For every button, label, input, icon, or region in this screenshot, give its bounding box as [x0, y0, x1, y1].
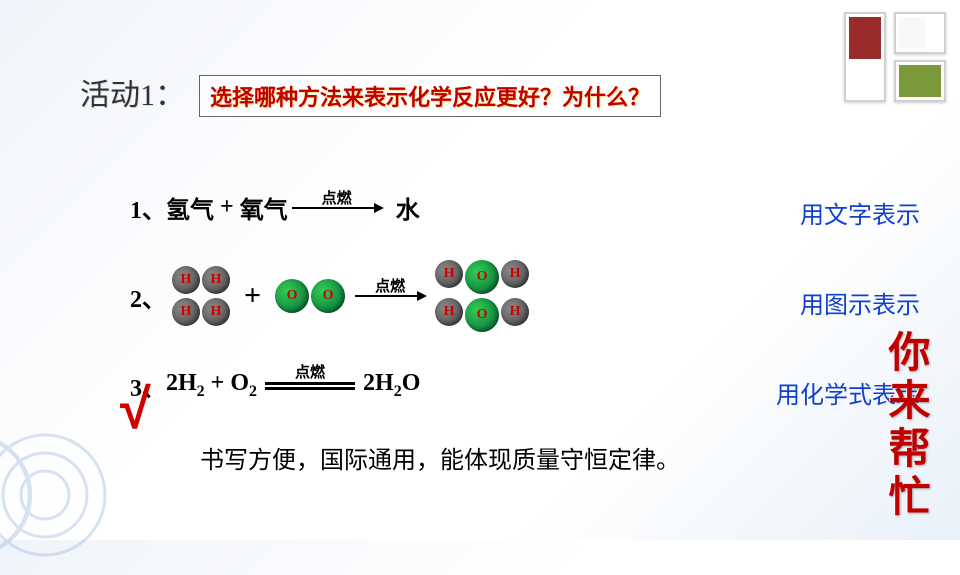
row1-reactant-b: 氧气 [240, 190, 288, 225]
h-atom: H [435, 260, 463, 288]
h-atom: H [501, 298, 529, 326]
explanation-text: 书写方便，国际通用，能体现质量守恒定律。 [200, 440, 680, 475]
row1-number: 1、 [130, 190, 166, 225]
row1-product: 水 [396, 190, 420, 225]
row2-number: 2、 [130, 279, 166, 314]
h-atom: H [172, 298, 200, 326]
photo-frame-green [894, 60, 946, 102]
row1-arrow: 点燃 [292, 207, 382, 209]
row2-plus: + [244, 279, 261, 313]
h-atom: H [435, 298, 463, 326]
row3-condition: 点燃 [265, 361, 355, 382]
corner-photos [844, 12, 946, 102]
title-row: 活动1： 选择哪种方法来表示化学反应更好？为什么？ [80, 70, 661, 117]
o-atom: O [311, 279, 345, 313]
row-diagram-representation: 2、 HH HH + OO 点燃 HOH HOH [130, 260, 535, 332]
row3-lhs: 2H2 + O2 [166, 370, 257, 401]
row3-rhs: 2H2O [363, 370, 420, 401]
hydrogen-molecules: HH HH [172, 266, 230, 326]
h-atom: H [202, 298, 230, 326]
checkmark-icon: √ [120, 376, 151, 441]
row1-condition: 点燃 [292, 187, 382, 208]
decorative-swirl-icon [0, 420, 120, 570]
row-text-representation: 1、 氢气 + 氧气 点燃 水 [130, 190, 420, 225]
vertical-callout: 你来帮忙 [875, 330, 936, 522]
row1-label: 用文字表示 [800, 195, 920, 230]
row2-label: 用图示表示 [800, 285, 920, 320]
o-atom: O [465, 298, 499, 332]
activity-label: 活动1： [80, 70, 185, 114]
o-atom: O [465, 260, 499, 294]
photo-frame-empty [894, 12, 946, 54]
h-atom: H [501, 260, 529, 288]
o-atom: O [275, 279, 309, 313]
row1-plus: + [220, 194, 234, 221]
row-formula-representation: 3、 2H2 + O2 点燃 2H2O [130, 368, 420, 403]
question-box: 选择哪种方法来表示化学反应更好？为什么？ [199, 75, 661, 117]
row2-condition: 点燃 [355, 275, 425, 296]
water-molecules: HOH HOH [435, 260, 529, 332]
oxygen-molecule: OO [275, 279, 345, 313]
row2-arrow: 点燃 [355, 295, 425, 297]
h-atom: H [202, 266, 230, 294]
row1-reactant-a: 氢气 [166, 190, 214, 225]
row3-equals: 点燃 [265, 382, 355, 390]
photo-frame-red [844, 12, 886, 102]
h-atom: H [172, 266, 200, 294]
